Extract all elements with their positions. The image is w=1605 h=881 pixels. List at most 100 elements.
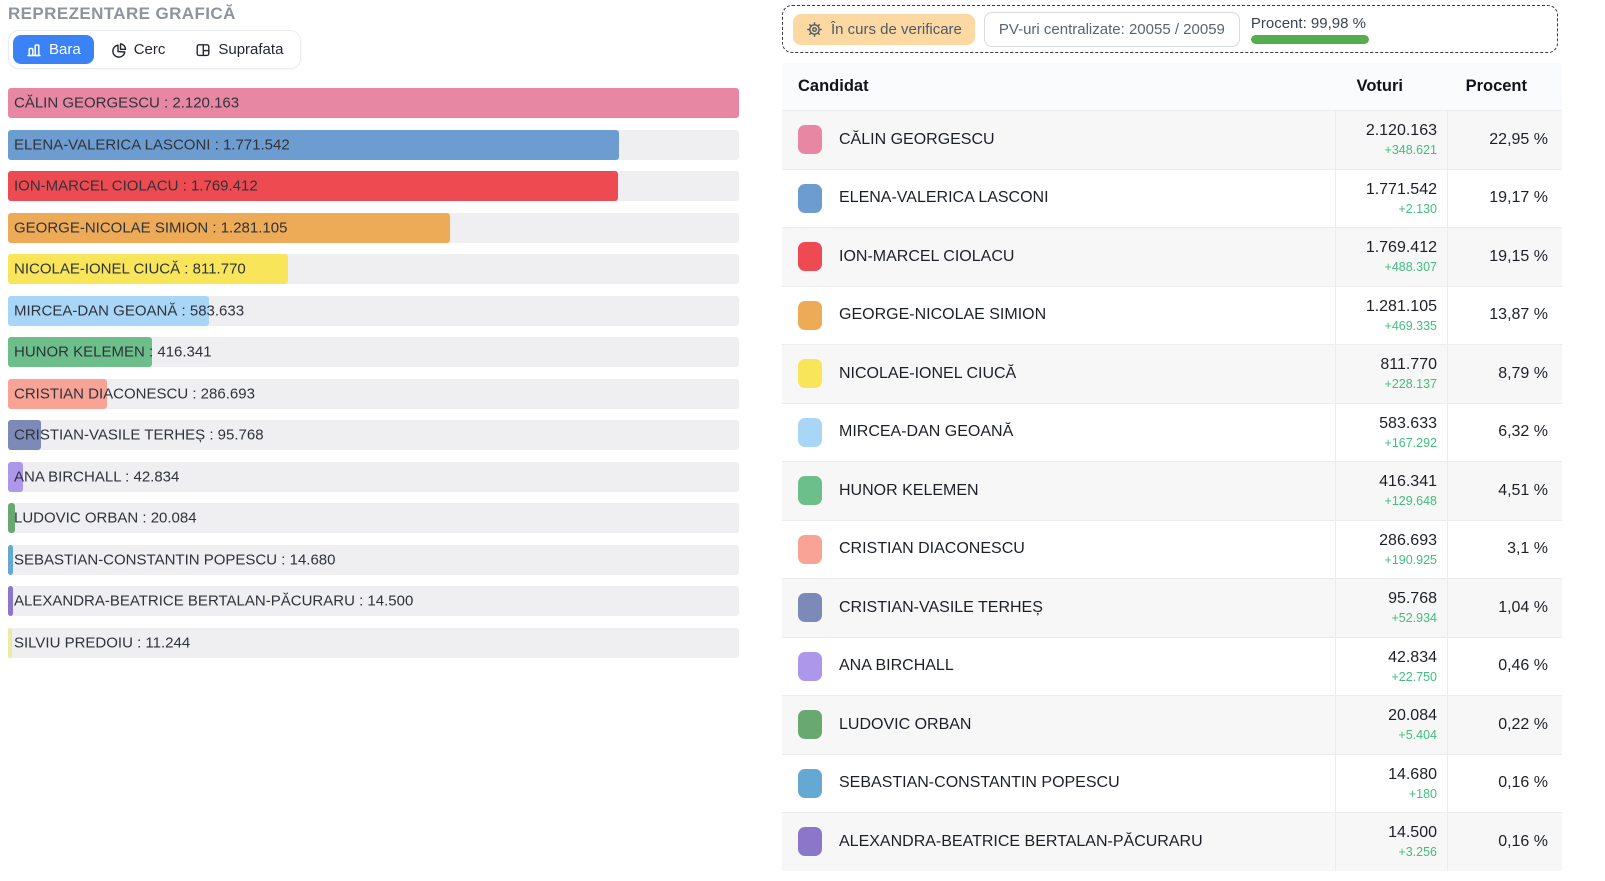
- votes-delta: +5.404: [1398, 728, 1437, 743]
- tab-bara[interactable]: Bara: [13, 35, 94, 64]
- bar-label: NICOLAE-IONEL CIUCĂ : 811.770: [14, 260, 246, 278]
- percent-value: 1,04 %: [1498, 598, 1548, 616]
- votes-delta: +348.621: [1384, 143, 1437, 158]
- percent-value: 0,46 %: [1498, 657, 1548, 675]
- bar-row[interactable]: NICOLAE-IONEL CIUCĂ : 811.770: [8, 254, 739, 284]
- votes-delta: +180: [1408, 786, 1437, 801]
- votes-delta: +469.335: [1384, 318, 1437, 333]
- table-row: CĂLIN GEORGESCU 2.120.163 +348.621 22,95…: [782, 110, 1562, 169]
- percent-value: 6,32 %: [1498, 423, 1548, 441]
- table-row: MIRCEA-DAN GEOANĂ 583.633 +167.292 6,32 …: [782, 402, 1562, 461]
- pie-chart-icon: [111, 42, 126, 58]
- votes-delta: +129.648: [1384, 494, 1437, 509]
- votes-delta: +228.137: [1384, 377, 1437, 392]
- candidate-name: CRISTIAN-VASILE TERHEȘ: [839, 598, 1043, 616]
- candidate-name: SEBASTIAN-CONSTANTIN POPESCU: [839, 774, 1120, 792]
- bar-fill: [8, 461, 23, 492]
- pv-counter: PV-uri centralizate: 20055 / 20059: [983, 11, 1240, 47]
- bar-row[interactable]: LUDOVIC ORBAN : 20.084: [8, 503, 739, 533]
- bar-row[interactable]: CRISTIAN-VASILE TERHEȘ : 95.768: [8, 420, 739, 450]
- candidate-color-swatch: [798, 476, 822, 506]
- chart-title: REPREZENTARE GRAFICĂ: [8, 4, 236, 23]
- votes-delta: +488.307: [1384, 260, 1437, 275]
- votes-delta: +167.292: [1384, 435, 1437, 450]
- bar-label: CRISTIAN DIACONESCU : 286.693: [14, 385, 255, 402]
- bar-fill: [8, 254, 288, 284]
- results-table-body: CĂLIN GEORGESCU 2.120.163 +348.621 22,95…: [782, 110, 1562, 871]
- table-row: GEORGE-NICOLAE SIMION 1.281.105 +469.335…: [782, 285, 1562, 344]
- bar-fill: [8, 544, 14, 575]
- bar-row[interactable]: GEORGE-NICOLAE SIMION : 1.281.105: [8, 212, 739, 243]
- bar-row[interactable]: ELENA-VALERICA LASCONI : 1.771.542: [8, 129, 739, 160]
- table-row: NICOLAE-IONEL CIUCĂ 811.770 +228.137 8,7…: [782, 344, 1562, 403]
- bar-fill: [8, 88, 739, 118]
- votes-delta: +2.130: [1398, 201, 1437, 216]
- percent-value: 0,16 %: [1498, 832, 1548, 850]
- candidate-name: MIRCEA-DAN GEOANĂ: [839, 423, 1014, 441]
- candidate-name: ION-MARCEL CIOLACU: [839, 247, 1015, 265]
- verification-badge: În curs de verificare: [793, 13, 975, 45]
- table-row: CRISTIAN-VASILE TERHEȘ 95.768 +52.934 1,…: [782, 578, 1562, 637]
- bar-label: CRISTIAN-VASILE TERHEȘ : 95.768: [14, 426, 264, 444]
- progress-bar-track: [1250, 34, 1369, 44]
- table-row: LUDOVIC ORBAN 20.084 +5.404 0,22 %: [782, 695, 1562, 754]
- pv-counter-label: PV-uri centralizate: 20055 / 20059: [998, 20, 1225, 38]
- candidate-name: CRISTIAN DIACONESCU: [839, 540, 1025, 558]
- votes-delta: +3.256: [1398, 845, 1437, 860]
- candidate-name: ALEXANDRA-BEATRICE BERTALAN-PĂCURARU: [839, 832, 1203, 850]
- bar-fill: [8, 503, 15, 533]
- tab-bara-label: Bara: [49, 41, 81, 58]
- bar-row[interactable]: MIRCEA-DAN GEOANĂ : 583.633: [8, 295, 739, 326]
- votes-value: 20.084: [1388, 707, 1437, 725]
- candidate-name: ANA BIRCHALL: [839, 657, 954, 675]
- bar-row[interactable]: SILVIU PREDOIU : 11.244: [8, 627, 739, 658]
- tab-suprafata-label: Suprafata: [218, 41, 284, 58]
- table-row: CRISTIAN DIACONESCU 286.693 +190.925 3,1…: [782, 519, 1562, 578]
- verification-badge-label: În curs de verificare: [831, 20, 962, 38]
- results-panel: În curs de verificare PV-uri centralizat…: [782, 5, 1562, 871]
- tab-suprafata[interactable]: Suprafata: [182, 35, 296, 64]
- gear-alert-icon: [807, 21, 822, 37]
- bar-label: SEBASTIAN-CONSTANTIN POPESCU : 14.680: [14, 551, 336, 568]
- candidate-color-swatch: [798, 827, 822, 857]
- bar-row[interactable]: ANA BIRCHALL : 42.834: [8, 461, 739, 492]
- bar-label: ALEXANDRA-BEATRICE BERTALAN-PĂCURARU : 1…: [14, 592, 414, 610]
- bar-fill: [8, 337, 152, 367]
- bar-chart: CĂLIN GEORGESCU : 2.120.163 ELENA-VALERI…: [8, 88, 739, 658]
- candidate-color-swatch: [798, 359, 822, 389]
- bar-fill: [8, 627, 12, 658]
- table-row: SEBASTIAN-CONSTANTIN POPESCU 14.680 +180…: [782, 753, 1562, 812]
- votes-value: 14.500: [1388, 824, 1437, 842]
- bar-label: ANA BIRCHALL : 42.834: [14, 468, 180, 485]
- percent-value: 0,16 %: [1498, 774, 1548, 792]
- percent-value: 22,95 %: [1489, 130, 1548, 148]
- bar-chart-icon: [27, 43, 41, 56]
- bar-row[interactable]: HUNOR KELEMEN : 416.341: [8, 337, 739, 367]
- tab-cerc[interactable]: Cerc: [98, 35, 179, 64]
- votes-value: 1.771.542: [1365, 180, 1437, 198]
- bar-row[interactable]: ALEXANDRA-BEATRICE BERTALAN-PĂCURARU : 1…: [8, 586, 739, 616]
- bar-row[interactable]: ION-MARCEL CIOLACU : 1.769.412: [8, 171, 739, 201]
- votes-value: 2.120.163: [1365, 122, 1437, 140]
- bar-label: LUDOVIC ORBAN : 20.084: [14, 509, 197, 527]
- percent-value: 0,22 %: [1498, 715, 1548, 733]
- chart-type-tabs: Bara Cerc Suprafata: [8, 30, 302, 69]
- bar-fill: [8, 212, 450, 243]
- votes-value: 1.769.412: [1365, 239, 1437, 257]
- percent-value: 3,1 %: [1507, 540, 1548, 558]
- header-candidate: Candidat: [798, 77, 869, 95]
- status-bar: În curs de verificare PV-uri centralizat…: [782, 5, 1558, 53]
- bar-label: GEORGE-NICOLAE SIMION : 1.281.105: [14, 219, 288, 236]
- progress-bar-fill: [1250, 34, 1369, 44]
- percent-value: 13,87 %: [1489, 306, 1548, 324]
- votes-value: 811.770: [1380, 356, 1437, 374]
- candidate-color-swatch: [798, 242, 822, 272]
- progress-block: Procent: 99,98 %: [1250, 15, 1369, 44]
- votes-value: 95.768: [1388, 590, 1437, 608]
- bar-fill: [8, 586, 13, 616]
- bar-row[interactable]: CĂLIN GEORGESCU : 2.120.163: [8, 88, 739, 118]
- candidate-color-swatch: [798, 710, 822, 740]
- bar-fill: [8, 378, 107, 409]
- bar-row[interactable]: SEBASTIAN-CONSTANTIN POPESCU : 14.680: [8, 544, 739, 575]
- bar-row[interactable]: CRISTIAN DIACONESCU : 286.693: [8, 378, 739, 409]
